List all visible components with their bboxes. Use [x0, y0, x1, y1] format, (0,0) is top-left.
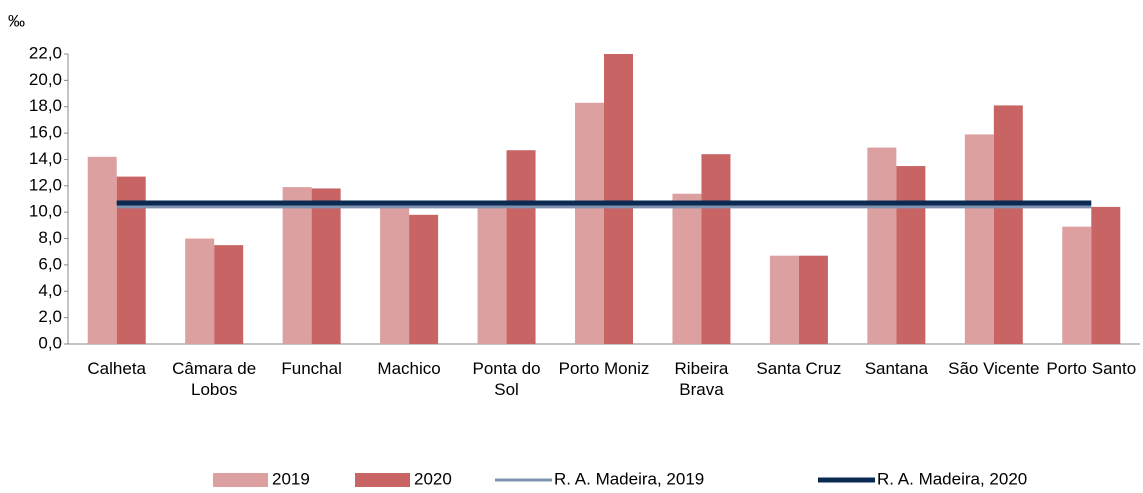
y-tick-label: 10,0	[29, 202, 62, 221]
y-tick-label: 16,0	[29, 123, 62, 142]
y-tick-label: 8,0	[38, 228, 62, 247]
bar	[672, 193, 702, 344]
y-tick-label: 20,0	[29, 70, 62, 89]
y-tick-label: 22,0	[29, 43, 62, 62]
legend-label: R. A. Madeira, 2020	[877, 469, 1027, 488]
x-tick-label: São Vicente	[948, 359, 1040, 378]
bar	[380, 204, 410, 344]
x-tick-label: Ponta do Sol	[472, 359, 541, 399]
bar	[575, 102, 604, 344]
x-tick-label: Calheta	[87, 359, 147, 378]
x-tick-label: Santa Cruz	[756, 359, 842, 378]
bar	[214, 245, 244, 344]
bar	[282, 187, 312, 344]
y-tick-label: 2,0	[38, 307, 62, 326]
bar	[1091, 206, 1121, 344]
x-tick-label: Ribeira Brava	[674, 359, 729, 399]
y-tick-label: 14,0	[29, 149, 62, 168]
legend-label: 2020	[414, 469, 452, 488]
y-tick-label: 18,0	[29, 96, 62, 115]
bar	[409, 214, 439, 344]
legend-label: R. A. Madeira, 2019	[554, 469, 704, 488]
bar	[701, 154, 731, 344]
bar	[964, 134, 994, 344]
bar	[798, 255, 828, 344]
bar	[1062, 226, 1092, 344]
legend-swatch	[355, 473, 410, 487]
x-tick-label: Machico	[377, 359, 441, 378]
bar	[311, 188, 341, 344]
bar	[477, 205, 507, 344]
bar	[506, 150, 536, 344]
unit-label: ‰	[8, 11, 25, 30]
bar	[993, 105, 1023, 344]
x-tick-label: Porto Moniz	[558, 359, 650, 378]
bar	[87, 156, 117, 344]
x-tick-label: Funchal	[281, 359, 342, 378]
x-tick-label: Câmara de Lobos	[172, 359, 257, 399]
y-tick-label: 12,0	[29, 175, 62, 194]
bar	[867, 147, 897, 344]
bar	[604, 54, 633, 344]
bar	[185, 238, 215, 344]
x-tick-label: Porto Santo	[1046, 359, 1137, 378]
legend-swatch	[213, 473, 268, 487]
y-tick-label: 0,0	[38, 333, 62, 352]
bar	[896, 166, 926, 344]
y-tick-label: 6,0	[38, 254, 62, 273]
bar	[769, 255, 799, 344]
y-tick-label: 4,0	[38, 281, 62, 300]
legend-label: 2019	[272, 469, 310, 488]
x-tick-label: Santana	[864, 359, 929, 378]
